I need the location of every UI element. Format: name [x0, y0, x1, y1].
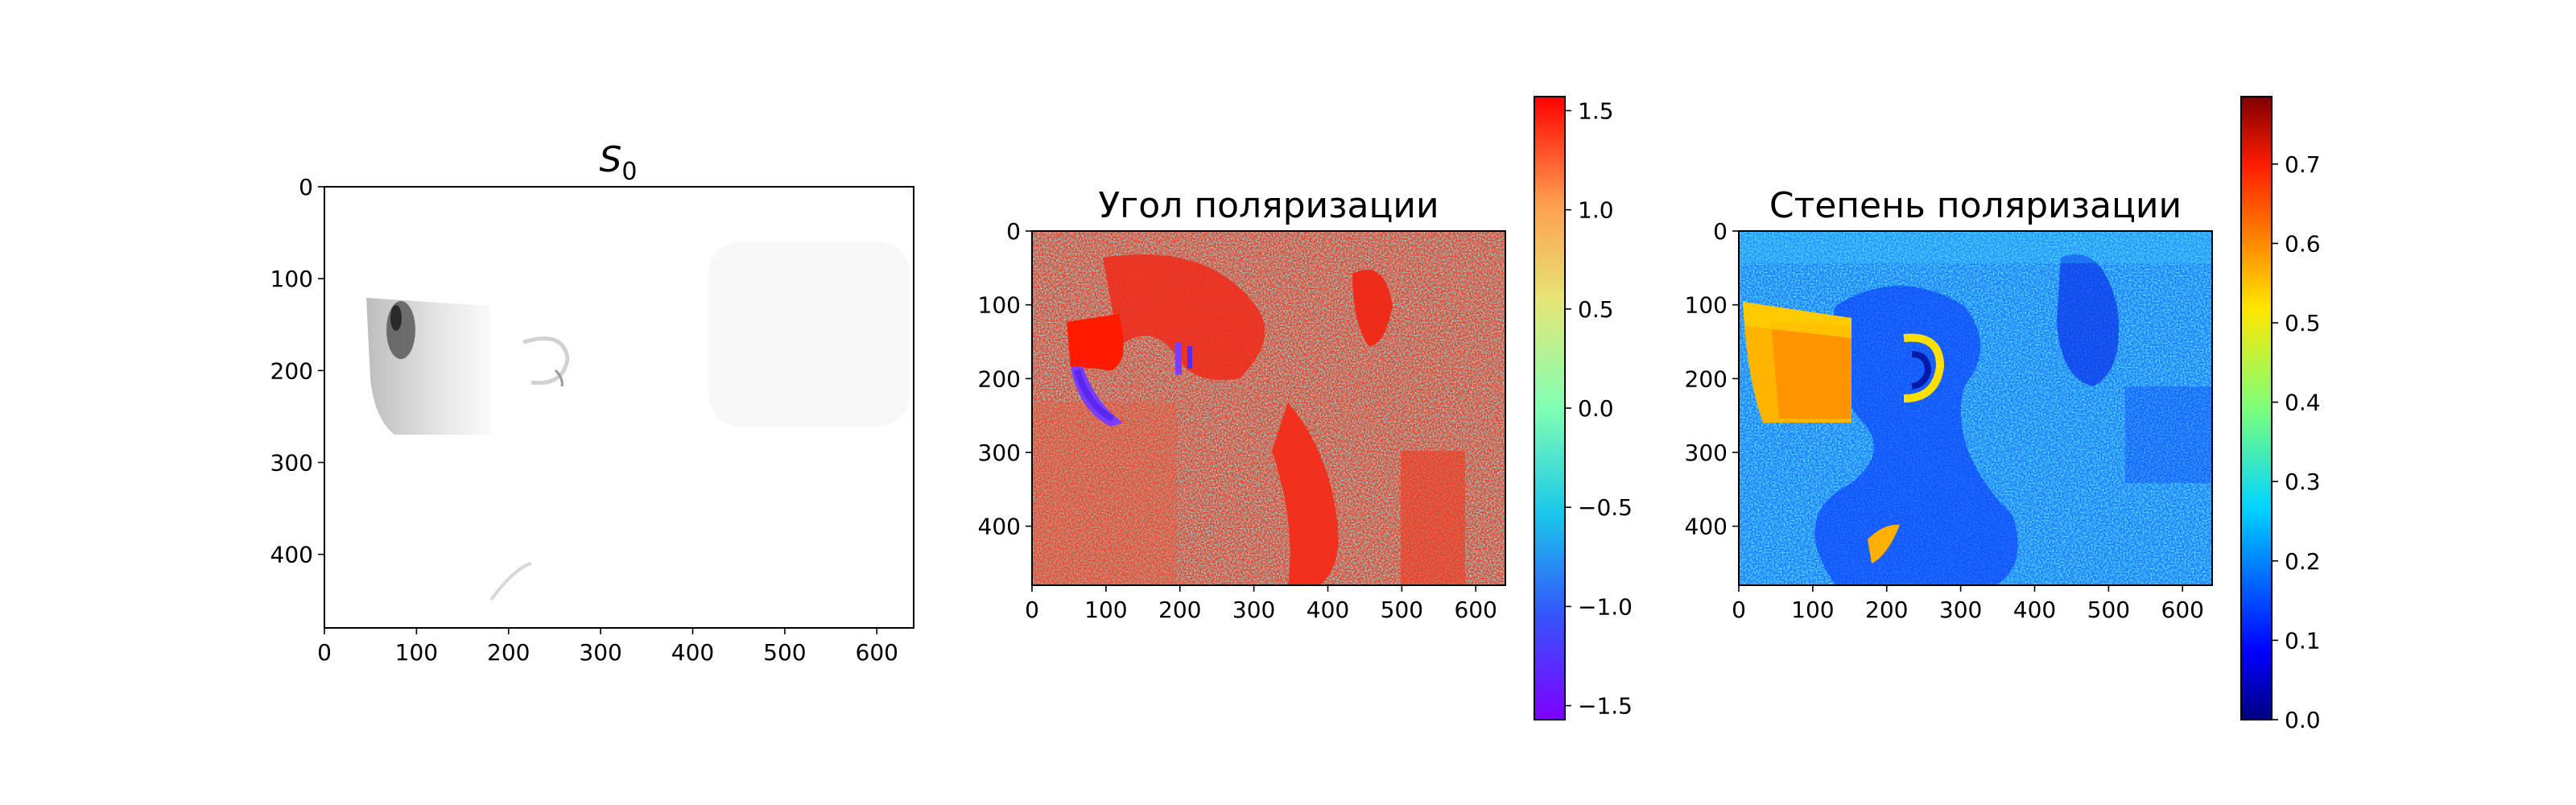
- y-tick-label: 400: [1685, 514, 1728, 540]
- panel-title-degree: Степень поляризации: [1769, 185, 2182, 226]
- colorbar-tick-label: −0.5: [1578, 494, 1633, 521]
- x-tick-label: 400: [2013, 597, 2056, 623]
- y-tick-label: 400: [978, 514, 1021, 540]
- colorbar-angle: [1534, 96, 1566, 720]
- colorbar-tick-label: 0.7: [2285, 151, 2321, 178]
- colorbar-tick-label: 0.5: [1578, 296, 1614, 323]
- x-tick-label: 300: [1939, 597, 1982, 623]
- y-tick-label: 300: [978, 440, 1021, 466]
- x-tick-label: 400: [1307, 597, 1349, 623]
- x-tick-label: 200: [487, 639, 530, 666]
- x-tick-label: 500: [2087, 597, 2130, 623]
- image-degree: [1739, 231, 2212, 585]
- y-tick-label: 300: [270, 450, 313, 477]
- x-tick-label: 400: [671, 639, 714, 666]
- colorbar-angle-ticks: 1.5 1.0 0.5 0.0 −0.5 −1.0 −1.5: [1565, 97, 1633, 720]
- ticks-s0: 0 100 200 300 400 500 600 0 100 200 300 400: [270, 174, 898, 666]
- colorbar-degree: [2240, 96, 2273, 720]
- x-tick-label: 200: [1158, 597, 1201, 623]
- y-tick-label: 0: [1713, 218, 1728, 245]
- y-tick-label: 200: [978, 365, 1021, 392]
- title-s0-subscript: 0: [621, 158, 637, 186]
- panel-degree: Степень поляризации 0 100 200 300 400 500 6000…: [1685, 96, 2321, 733]
- y-tick-label: 200: [1685, 365, 1728, 392]
- colorbar-degree-ticks: 0.7 0.6 0.5 0.4 0.3 0.2 0.1 0.0: [2272, 151, 2321, 733]
- y-tick-label: 100: [270, 266, 313, 292]
- axes-frame-degree: [1738, 230, 2213, 586]
- x-tick-label: 300: [579, 639, 621, 666]
- colorbar-tick-label: 1.5: [1578, 97, 1614, 124]
- x-tick-label: 100: [1791, 597, 1834, 623]
- x-tick-label: 300: [1232, 597, 1275, 623]
- ticks-angle: 0 100 200 300 400 500 600 0 100 200 300 400: [978, 218, 1497, 623]
- panel-title-s0: S0: [599, 139, 637, 186]
- x-tick-label: 0: [317, 639, 332, 666]
- panel-title-angle: Угол поляризации: [1098, 185, 1439, 226]
- x-tick-label: 600: [2161, 597, 2204, 623]
- title-s0-main: S: [599, 139, 621, 180]
- x-tick-label: 600: [1455, 597, 1497, 623]
- colorbar-tick-label: 0.1: [2285, 627, 2321, 654]
- colorbar-tick-label: 0.4: [2285, 390, 2321, 416]
- colorbar-tick-label: −1.0: [1578, 593, 1633, 620]
- colorbar-tick-label: −1.5: [1578, 693, 1633, 720]
- x-tick-label: 0: [1025, 597, 1039, 623]
- colorbar-tick-label: 0.5: [2285, 310, 2321, 336]
- panel-angle: Угол поляризации 0 100 200 300 400 500 600 0 100…: [978, 96, 1633, 720]
- y-tick-label: 0: [299, 174, 313, 200]
- x-tick-label: 200: [1865, 597, 1908, 623]
- colorbar-tick-label: 0.3: [2285, 469, 2321, 495]
- image-angle: [1032, 231, 1505, 585]
- axes-frame-angle: [1031, 230, 1506, 586]
- y-tick-label: 200: [270, 357, 313, 384]
- colorbar-tick-label: 0.6: [2285, 230, 2321, 257]
- x-tick-label: 500: [763, 639, 806, 666]
- colorbar-tick-label: 0.0: [1578, 395, 1614, 422]
- x-tick-label: 100: [1084, 597, 1127, 623]
- image-s0: [324, 187, 914, 628]
- y-tick-label: 100: [978, 292, 1021, 319]
- x-tick-label: 500: [1381, 597, 1423, 623]
- y-tick-label: 400: [270, 542, 313, 568]
- x-tick-label: 100: [395, 639, 438, 666]
- x-tick-label: 600: [856, 639, 898, 666]
- y-tick-label: 0: [1006, 218, 1021, 245]
- axes-frame-s0: [324, 186, 914, 629]
- y-tick-label: 100: [1685, 292, 1728, 319]
- x-tick-label: 0: [1732, 597, 1746, 623]
- colorbar-tick-label: 0.2: [2285, 548, 2321, 575]
- colorbar-tick-label: 0.0: [2285, 707, 2321, 733]
- ticks-degree: 0 100 200 300 400 500 600 0 100 200 300 400: [1685, 218, 2204, 623]
- colorbar-tick-label: 1.0: [1578, 197, 1614, 224]
- y-tick-label: 300: [1685, 440, 1728, 466]
